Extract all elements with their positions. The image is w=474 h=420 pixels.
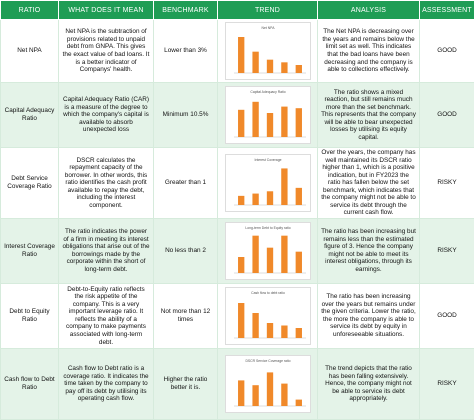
bar: [295, 65, 301, 73]
assessment: GOOD: [420, 83, 474, 148]
meaning: Cash flow to Debt ratio is a coverage ra…: [59, 348, 154, 419]
column-header: WHAT DOES IT MEAN: [59, 1, 154, 20]
bar: [295, 188, 301, 205]
bar: [238, 196, 244, 205]
analysis: The ratio has been increasing over the y…: [318, 283, 420, 348]
meaning: Net NPA is the subtraction of provisions…: [59, 20, 154, 83]
bar: [238, 380, 244, 406]
meaning: DSCR calculates the repayment capacity o…: [59, 148, 154, 219]
bar: [252, 236, 258, 273]
column-header: BENCHMARK: [154, 1, 218, 20]
trend-cell: Long-term Debt to Equity ratio: [218, 218, 318, 283]
chart-title: Cash flow to debt ratio: [251, 291, 285, 295]
chart-title: Net NPA: [261, 26, 275, 30]
bar: [266, 113, 272, 137]
analysis: Over the years, the company has well mai…: [318, 148, 420, 219]
chart-title: Interest Coverage: [254, 158, 281, 162]
bar: [295, 328, 301, 338]
bar: [281, 107, 287, 137]
bar: [266, 191, 272, 205]
bar: [252, 52, 258, 73]
mini-chart: Capital Adequacy Ratio: [225, 86, 311, 144]
bar: [295, 252, 301, 273]
bar: [266, 60, 272, 73]
analysis: The ratio shows a mixed reaction, but st…: [318, 83, 420, 148]
assessment: GOOD: [420, 283, 474, 348]
trend-cell: Capital Adequacy Ratio: [218, 83, 318, 148]
chart-title: Long-term Debt to Equity ratio: [245, 226, 290, 230]
bar: [266, 248, 272, 273]
bar: [252, 102, 258, 137]
analysis: The Net NPA is decreasing over the years…: [318, 20, 420, 83]
chart-title: Capital Adequacy Ratio: [250, 90, 285, 94]
bar: [238, 110, 244, 137]
analysis: The ratio has been increasing but remain…: [318, 218, 420, 283]
column-header: ANALYSIS: [318, 1, 420, 20]
ratio-name: Cash flow to Debt Ratio: [1, 348, 59, 419]
ratio-name: Debt Service Coverage Ratio: [1, 148, 59, 219]
bar: [281, 168, 287, 205]
assessment: RISKY: [420, 148, 474, 219]
bar: [281, 325, 287, 338]
ratio-name: Net NPA: [1, 20, 59, 83]
chart-title: DSCR Service Coverage ratio: [245, 359, 290, 363]
bar: [295, 400, 301, 406]
mini-chart: Interest Coverage: [225, 154, 311, 212]
mini-chart: Long-term Debt to Equity ratio: [225, 222, 311, 280]
analysis: The trend depicts that the ratio has bee…: [318, 348, 420, 419]
ratio-name: Interest Coverage Ratio: [1, 218, 59, 283]
column-header: ASSESSMENT: [420, 1, 474, 20]
trend-cell: DSCR Service Coverage ratio: [218, 348, 318, 419]
bar: [281, 236, 287, 273]
bar: [238, 37, 244, 73]
bar: [238, 303, 244, 338]
bar: [295, 108, 301, 137]
bar: [252, 385, 258, 406]
benchmark: No less than 2: [154, 218, 218, 283]
benchmark: Greater than 1: [154, 148, 218, 219]
meaning: Capital Adequacy Ratio (CAR) is a measur…: [59, 83, 154, 148]
assessment: RISKY: [420, 348, 474, 419]
trend-cell: Net NPA: [218, 20, 318, 83]
mini-chart: DSCR Service Coverage ratio: [225, 355, 311, 413]
benchmark: Lower than 3%: [154, 20, 218, 83]
bar: [252, 313, 258, 338]
bar: [252, 194, 258, 205]
bar: [281, 62, 287, 73]
assessment: RISKY: [420, 218, 474, 283]
ratio-name: Debt to Equity Ratio: [1, 283, 59, 348]
assessment: GOOD: [420, 20, 474, 83]
bar: [266, 323, 272, 338]
trend-cell: Cash flow to debt ratio: [218, 283, 318, 348]
benchmark: Higher the ratio better it is.: [154, 348, 218, 419]
trend-cell: Interest Coverage: [218, 148, 318, 219]
meaning: The ratio indicates the power of a firm …: [59, 218, 154, 283]
bar: [266, 372, 272, 406]
column-header: RATIO: [1, 1, 59, 20]
benchmark: Not more than 12 times: [154, 283, 218, 348]
ratio-name: Capital Adequacy Ratio: [1, 83, 59, 148]
bar: [238, 257, 244, 273]
bar: [281, 384, 287, 406]
column-header: TREND: [218, 1, 318, 20]
mini-chart: Net NPA: [225, 22, 311, 80]
mini-chart: Cash flow to debt ratio: [225, 287, 311, 345]
meaning: Debt-to-Equity ratio reflects the risk a…: [59, 283, 154, 348]
benchmark: Minimum 10.5%: [154, 83, 218, 148]
